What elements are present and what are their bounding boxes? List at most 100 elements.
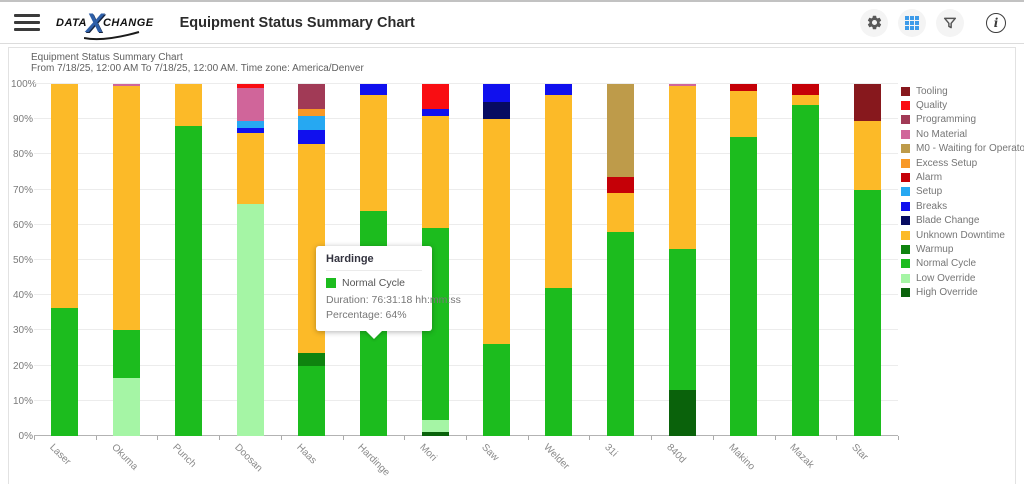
tooltip-arrow: [366, 331, 382, 339]
bar-segment[interactable]: [668, 390, 696, 436]
bar-segment[interactable]: [421, 432, 449, 436]
bar-segment[interactable]: [236, 203, 264, 436]
bar-segment[interactable]: [174, 84, 202, 127]
tooltip-percentage: Percentage: 64%: [326, 309, 407, 321]
bar-welder: [545, 84, 573, 436]
bar-segment[interactable]: [730, 84, 758, 92]
bar-segment[interactable]: [483, 119, 511, 345]
x-axis-tick: [898, 436, 899, 440]
bar-segment[interactable]: [791, 105, 819, 436]
tooltip-series-swatch: [326, 278, 336, 288]
bar-segment[interactable]: [791, 94, 819, 106]
bar-segment[interactable]: [51, 307, 79, 436]
info-icon[interactable]: i: [986, 12, 1006, 33]
funnel-icon: [943, 17, 957, 28]
bar-okuma: [113, 84, 141, 436]
x-axis-label: 31i: [602, 442, 620, 460]
bar-segment[interactable]: [359, 84, 387, 95]
bar-segment[interactable]: [668, 84, 696, 86]
bar-segment[interactable]: [730, 136, 758, 436]
bar-segment[interactable]: [421, 115, 449, 229]
legend-item[interactable]: Programming: [901, 113, 1024, 127]
legend-item[interactable]: No Material: [901, 127, 1024, 141]
bar-segment[interactable]: [298, 108, 326, 116]
bar-segment[interactable]: [113, 377, 141, 436]
bar-segment[interactable]: [545, 94, 573, 289]
menu-icon[interactable]: [14, 14, 40, 31]
bar-segment[interactable]: [113, 84, 141, 86]
bar-segment[interactable]: [174, 126, 202, 436]
bar-segment[interactable]: [236, 84, 264, 88]
legend-item[interactable]: Unknown Downtime: [901, 228, 1024, 242]
x-axis-tick: [95, 436, 97, 440]
gridline: [34, 118, 898, 120]
bar-segment[interactable]: [853, 84, 881, 121]
y-tick-label: 90%: [12, 114, 33, 126]
bar-segment[interactable]: [668, 85, 696, 250]
gridline: [34, 223, 898, 225]
legend-item[interactable]: Low Override: [901, 271, 1024, 285]
legend-swatch: [901, 101, 910, 111]
legend-item[interactable]: Tooling: [901, 84, 1024, 98]
bar-segment[interactable]: [421, 108, 449, 116]
tooltip-series-label: Normal Cycle: [342, 277, 406, 289]
bar-segment[interactable]: [545, 84, 573, 95]
legend-item[interactable]: M0 - Waiting for Operator: [901, 142, 1024, 156]
legend-item[interactable]: Alarm: [901, 170, 1024, 184]
bar-segment[interactable]: [483, 84, 511, 102]
legend-label: Warmup: [916, 243, 954, 255]
bar-saw: [483, 84, 511, 436]
legend-item[interactable]: High Override: [901, 285, 1024, 299]
bar-segment[interactable]: [668, 249, 696, 391]
bar-segment[interactable]: [113, 330, 141, 378]
table-view-button[interactable]: [898, 8, 926, 37]
bar-segment[interactable]: [606, 231, 634, 436]
legend-swatch: [901, 187, 910, 197]
bar-segment[interactable]: [853, 189, 881, 436]
bar-segment[interactable]: [236, 121, 264, 129]
bar-segment[interactable]: [298, 129, 326, 144]
logo-text-change: CHANGE: [102, 16, 154, 29]
bar-segment[interactable]: [483, 101, 511, 120]
bar-segment[interactable]: [298, 365, 326, 436]
y-tick-label: 30%: [12, 325, 33, 337]
bar-segment[interactable]: [421, 84, 449, 109]
legend-item[interactable]: Excess Setup: [901, 156, 1024, 170]
legend-label: Tooling: [916, 85, 948, 97]
bar-segment[interactable]: [298, 84, 326, 109]
filter-button[interactable]: [936, 8, 964, 37]
y-tick-label: 10%: [12, 395, 33, 407]
x-axis-tick: [157, 436, 159, 440]
bar-segment[interactable]: [298, 115, 326, 130]
x-axis-tick: [712, 436, 714, 440]
legend-item[interactable]: Blade Change: [901, 214, 1024, 228]
legend-item[interactable]: Normal Cycle: [901, 257, 1024, 271]
bar-segment[interactable]: [730, 91, 758, 137]
legend-item[interactable]: Quality: [901, 98, 1024, 112]
bar-segment[interactable]: [298, 353, 326, 366]
bar-segment[interactable]: [606, 177, 634, 194]
gridline: [34, 83, 898, 84]
bar-segment[interactable]: [421, 420, 449, 433]
legend-item[interactable]: Warmup: [901, 242, 1024, 256]
bar-segment[interactable]: [113, 85, 141, 331]
bar-segment[interactable]: [236, 133, 264, 204]
legend-item[interactable]: Breaks: [901, 199, 1024, 213]
settings-button[interactable]: [860, 8, 888, 37]
bar-segment[interactable]: [483, 344, 511, 436]
legend-swatch: [901, 158, 910, 168]
bar-segment[interactable]: [606, 84, 634, 178]
legend-label: High Override: [916, 287, 978, 299]
bar-segment[interactable]: [51, 84, 79, 308]
x-axis-tick: [774, 436, 776, 440]
bar-segment[interactable]: [236, 128, 264, 134]
legend-swatch: [901, 86, 910, 96]
legend-item[interactable]: Setup: [901, 185, 1024, 199]
bar-segment[interactable]: [791, 84, 819, 95]
bar-segment[interactable]: [606, 193, 634, 232]
bar-segment[interactable]: [236, 87, 264, 121]
bar-segment[interactable]: [359, 94, 387, 211]
bar-segment[interactable]: [853, 120, 881, 190]
bar-segment[interactable]: [545, 288, 573, 436]
legend-label: Low Override: [916, 272, 976, 284]
